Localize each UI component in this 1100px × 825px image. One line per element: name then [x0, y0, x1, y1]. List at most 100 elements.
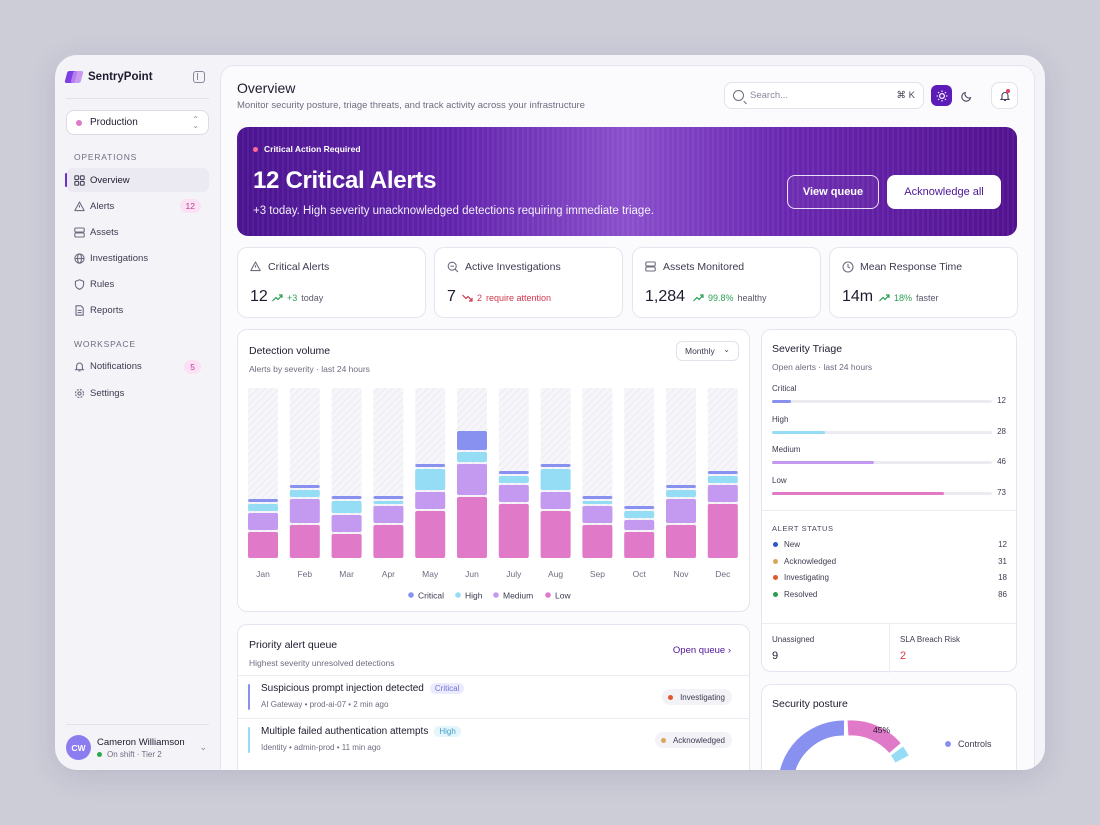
bar-low-mar[interactable]	[331, 534, 362, 558]
bar-medium-sep[interactable]	[582, 506, 613, 523]
bar-critical-nov[interactable]	[666, 485, 696, 488]
bar-high-aug[interactable]	[540, 469, 571, 490]
bar-low-nov[interactable]	[666, 525, 696, 558]
open-queue-link[interactable]: Open queue ›	[673, 645, 731, 656]
bar-critical-oct[interactable]	[624, 506, 655, 509]
status-count: 12	[998, 540, 1007, 549]
bar-critical-jun[interactable]	[457, 431, 487, 450]
status-row-investigating: Investigating 18	[773, 573, 1007, 582]
acknowledge-all-button[interactable]: Acknowledge all	[887, 175, 1001, 209]
bar-high-dec[interactable]	[707, 476, 738, 483]
stat-card-active-investigations[interactable]: Active Investigations 7 2 require attention	[434, 247, 623, 318]
sidebar-item-label: Notifications	[90, 361, 142, 373]
bar-low-jun[interactable]	[457, 497, 487, 558]
stat-card-assets-monitored[interactable]: Assets Monitored 1,284 99.8% healthy	[632, 247, 821, 318]
bar-low-may[interactable]	[415, 511, 446, 558]
bar-critical-mar[interactable]	[331, 496, 362, 499]
stat-value: 1,284	[645, 288, 686, 305]
bar-low-sep[interactable]	[582, 525, 613, 558]
moon-icon[interactable]	[956, 85, 977, 106]
bar-low-apr[interactable]	[373, 525, 404, 558]
bar-high-july[interactable]	[498, 476, 529, 483]
bar-high-mar[interactable]	[331, 501, 362, 513]
legend-dot	[945, 741, 951, 747]
bar-low-aug[interactable]	[540, 511, 571, 558]
bar-medium-mar[interactable]	[331, 515, 362, 532]
bar-high-oct[interactable]	[624, 511, 655, 518]
bar-medium-jun[interactable]	[457, 464, 487, 495]
bar-high-jun[interactable]	[457, 452, 487, 462]
avatar: CW	[66, 735, 91, 760]
legend-dot-medium	[493, 592, 499, 598]
search-input[interactable]: Search... ⌘ K	[724, 82, 924, 109]
view-queue-button[interactable]: View queue	[787, 175, 879, 209]
bar-medium-may[interactable]	[415, 492, 446, 509]
alert-title: Suspicious prompt injection detected	[261, 683, 424, 694]
bar-low-feb[interactable]	[289, 525, 320, 558]
sidebar-item-settings[interactable]: Settings	[66, 381, 209, 405]
sidebar-item-overview[interactable]: Overview	[65, 168, 209, 192]
bar-high-nov[interactable]	[666, 490, 696, 497]
period-select[interactable]: Monthly ⌄	[676, 341, 739, 361]
status-badge[interactable]: Acknowledged	[654, 732, 732, 748]
legend-dot-low	[545, 592, 551, 598]
notifications-button[interactable]	[991, 82, 1018, 109]
sidebar-item-notifications[interactable]: Notifications 5	[66, 355, 209, 379]
detection-chart: Jan Feb Mar Apr May Jun July Aug Sep Oct Nov Dec Cri…	[248, 388, 738, 601]
bar-high-feb[interactable]	[289, 490, 320, 497]
legend-dot-critical	[408, 592, 414, 598]
environment-select[interactable]: Production ⌃ ⌄	[66, 110, 209, 135]
bar-critical-dec[interactable]	[707, 471, 738, 474]
status-badge[interactable]: Investigating	[662, 689, 732, 705]
bar-high-apr[interactable]	[373, 501, 404, 504]
bar-critical-jan[interactable]	[248, 499, 278, 502]
bar-low-july[interactable]	[498, 504, 529, 558]
table-row[interactable]: Multiple failed authentication attempts H…	[238, 718, 749, 760]
stat-card-mean-response-time[interactable]: Mean Response Time 14m 18% faster	[829, 247, 1018, 318]
bar-critical-feb[interactable]	[289, 485, 320, 488]
detection-subtitle: Alerts by severity · last 24 hours	[249, 364, 370, 374]
x-tick-label: Nov	[673, 569, 689, 579]
main-panel: Overview Monitor security posture, triag…	[220, 65, 1035, 770]
page-subtitle: Monitor security posture, triage threats…	[237, 100, 585, 111]
alert-status-heading: ALERT STATUS	[772, 524, 834, 533]
status-dot	[773, 558, 778, 564]
bar-high-sep[interactable]	[582, 501, 613, 504]
bar-medium-nov[interactable]	[666, 499, 696, 523]
bar-medium-oct[interactable]	[624, 520, 655, 530]
sun-icon[interactable]	[931, 85, 952, 106]
bar-medium-apr[interactable]	[373, 506, 404, 523]
sidebar-item-alerts[interactable]: Alerts 12	[66, 194, 209, 218]
sidebar-item-rules[interactable]: Rules	[66, 273, 209, 297]
server-icon	[645, 261, 657, 273]
bar-low-oct[interactable]	[624, 532, 655, 558]
bar-critical-aug[interactable]	[540, 464, 571, 467]
bar-low-jan[interactable]	[248, 532, 278, 558]
severity-track	[772, 491, 992, 495]
bar-medium-aug[interactable]	[540, 492, 571, 509]
bar-high-jan[interactable]	[248, 504, 278, 511]
sidebar-item-investigations[interactable]: Investigations	[66, 247, 209, 271]
bar-critical-sep[interactable]	[582, 496, 613, 499]
table-row[interactable]: Suspicious prompt injection detected Crit…	[238, 675, 749, 717]
stat-delta: 99.8% healthy	[693, 293, 767, 303]
bar-medium-dec[interactable]	[707, 485, 738, 502]
user-profile[interactable]: CW Cameron Williamson On shift · Tier 2 …	[66, 724, 209, 770]
collapse-sidebar-icon[interactable]	[193, 71, 205, 83]
gauge-segment-secondary	[890, 746, 909, 763]
sidebar-item-assets[interactable]: Assets	[66, 220, 209, 244]
bar-medium-feb[interactable]	[289, 499, 320, 523]
logo[interactable]: SentryPoint	[66, 70, 153, 84]
banner-title: 12 Critical Alerts	[253, 167, 437, 194]
bar-medium-july[interactable]	[498, 485, 529, 502]
bar-critical-apr[interactable]	[373, 496, 404, 499]
bar-medium-jan[interactable]	[248, 513, 278, 530]
sidebar-item-reports[interactable]: Reports	[66, 299, 209, 323]
chevron-down-icon: ⌄	[199, 742, 207, 752]
stat-card-critical-alerts[interactable]: Critical Alerts 12 +3 today	[237, 247, 426, 318]
bar-critical-may[interactable]	[415, 464, 446, 467]
bar-high-may[interactable]	[415, 469, 446, 490]
bar-low-dec[interactable]	[707, 504, 738, 558]
bar-critical-july[interactable]	[498, 471, 529, 474]
sla-risk-label: SLA Breach Risk	[900, 635, 961, 644]
